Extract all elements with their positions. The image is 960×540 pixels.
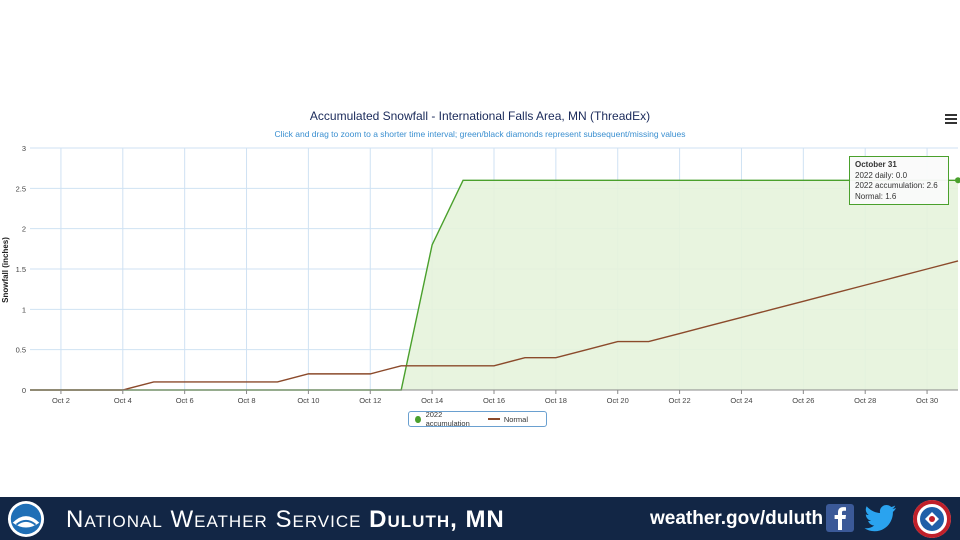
x-tick-label: Oct 18 xyxy=(545,396,567,405)
x-tick-label: Oct 28 xyxy=(854,396,876,405)
tooltip-line-accumulation: 2022 accumulation: 2.6 xyxy=(855,181,938,190)
area-layer xyxy=(30,180,958,390)
chart-menu-button[interactable] xyxy=(944,112,958,126)
x-tick-label: Oct 10 xyxy=(297,396,319,405)
noaa-logo xyxy=(7,500,45,538)
x-tick-label: Oct 12 xyxy=(359,396,381,405)
chart-legend: 2022 accumulation Normal xyxy=(408,410,547,428)
hamburger-icon xyxy=(945,114,957,116)
y-tick-label: 0.5 xyxy=(16,346,26,355)
nws-logo xyxy=(913,500,951,538)
y-tick-label: 1.5 xyxy=(16,265,26,274)
hamburger-icon xyxy=(945,122,957,124)
y-tick-label: 0 xyxy=(22,386,26,395)
legend-label-normal: Normal xyxy=(503,414,528,424)
legend-item-2022-accumulation[interactable]: 2022 accumulation xyxy=(415,410,476,428)
legend-marker-normal xyxy=(487,418,500,420)
facebook-icon[interactable] xyxy=(826,504,854,532)
chart-title: Accumulated Snowfall - International Fal… xyxy=(309,109,651,123)
x-tick-label: Oct 16 xyxy=(483,396,505,405)
chart-tooltip: October 31 2022 daily: 0.0 2022 accumula… xyxy=(849,156,949,205)
x-tick-label: Oct 30 xyxy=(916,396,938,405)
tooltip-line-daily: 2022 daily: 0.0 xyxy=(855,170,908,180)
chart-plot[interactable]: 0 0.5 1 1.5 2 2.5 3 Oct 2 Oct 4 Oct 6 Oct 8 Oct 10 O… xyxy=(0,0,960,497)
series-area-0 xyxy=(30,180,958,390)
hamburger-icon xyxy=(945,118,957,120)
x-tick-label: Oct 6 xyxy=(176,396,194,405)
y-tick-label: 3 xyxy=(22,144,26,153)
y-tick-label: 2.5 xyxy=(16,184,26,193)
x-tick-label: Oct 8 xyxy=(238,396,256,405)
y-tick-label: 1 xyxy=(22,305,26,314)
x-tick-label: Oct 2 xyxy=(52,396,70,405)
org-name-prefix: National Weather Service xyxy=(66,506,362,533)
footer-banner: National Weather Service Duluth, MN weat… xyxy=(0,497,960,540)
x-tick-label: Oct 14 xyxy=(421,396,443,405)
x-tick-label: Oct 20 xyxy=(607,396,629,405)
hover-point-marker xyxy=(955,177,960,184)
axes: 0 0.5 1 1.5 2 2.5 3 Oct 2 Oct 4 Oct 6 Oct 8 Oct 10 O… xyxy=(16,144,958,405)
series-line-normal xyxy=(30,260,959,391)
x-tick-label: Oct 22 xyxy=(669,396,691,405)
y-tick-label: 2 xyxy=(22,225,26,234)
tooltip-title: October 31 xyxy=(855,160,897,169)
tooltip-line-normal: Normal: 1.6 xyxy=(855,191,897,201)
site-url-link[interactable]: weather.gov/duluth xyxy=(650,508,824,529)
y-axis-title: Snowfall (inches) xyxy=(1,237,10,303)
x-tick-label: Oct 4 xyxy=(114,396,132,405)
org-name: National Weather Service Duluth, MN xyxy=(66,506,505,534)
legend-label-2022: 2022 accumulation xyxy=(425,410,470,428)
x-tick-label: Oct 26 xyxy=(792,396,814,405)
legend-marker-2022 xyxy=(415,415,421,423)
x-tick-label: Oct 24 xyxy=(730,396,752,405)
chart-subtitle: Click and drag to zoom to a shorter time… xyxy=(274,129,686,139)
legend-item-normal[interactable]: Normal xyxy=(487,414,528,424)
org-office: Duluth, MN xyxy=(369,506,505,533)
twitter-icon[interactable] xyxy=(864,504,898,532)
